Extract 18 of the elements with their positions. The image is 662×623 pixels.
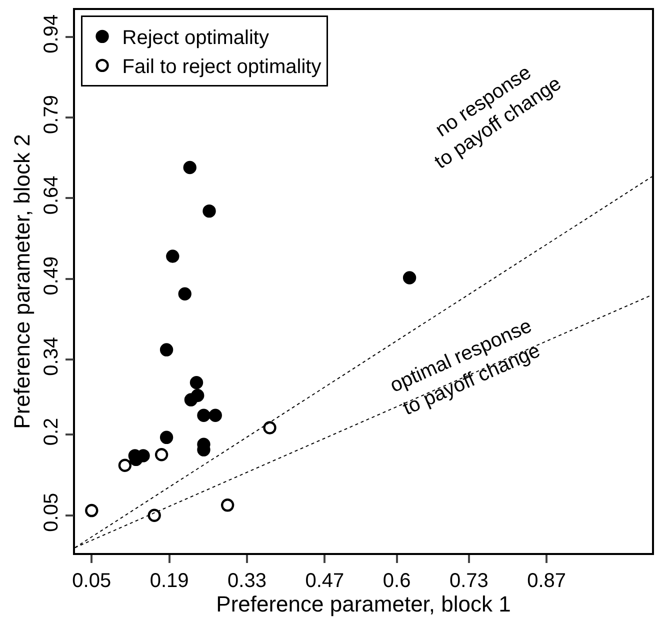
legend-label: Reject optimality: [122, 27, 269, 50]
y-tick-label: 0.64: [40, 176, 62, 215]
y-tick-label: 0.2: [40, 418, 62, 446]
y-tick-label: 0.49: [40, 256, 62, 296]
x-tick-label: 0.47: [305, 570, 344, 592]
y-tick-label: 0.94: [40, 14, 62, 54]
y-axis-title: Preference parameter, block 2: [10, 134, 35, 429]
x-tick-label: 0.05: [72, 570, 112, 592]
x-tick-label: 0.73: [449, 570, 488, 592]
x-tick-label: 0.87: [527, 570, 566, 592]
y-tick-label: 0.79: [40, 95, 62, 134]
x-tick-label: 0.6: [382, 570, 411, 592]
x-tick-label: 0.33: [228, 570, 266, 592]
y-tick-label: 0.05: [40, 492, 62, 532]
x-axis-title: Preference parameter, block 1: [216, 592, 511, 617]
y-tick-label: 0.34: [40, 336, 62, 376]
legend-label: Fail to reject optimality: [122, 56, 322, 78]
x-tick-label: 0.19: [150, 570, 189, 592]
